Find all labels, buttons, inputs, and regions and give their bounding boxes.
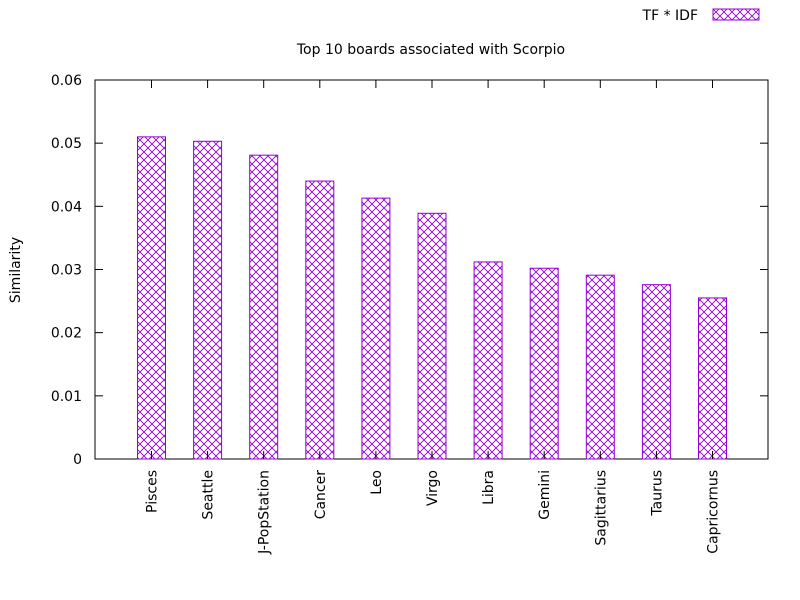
bar — [193, 140, 223, 460]
x-tick-label: Virgo — [425, 470, 441, 506]
y-tick-label: 0.01 — [51, 389, 82, 405]
bar — [641, 284, 671, 460]
x-tick-label: Gemini — [537, 470, 553, 520]
bar — [585, 274, 615, 460]
y-axis-ticks: 0 0.01 0.02 0.03 0.04 0.05 0.06 — [51, 73, 768, 468]
legend: TF * IDF — [642, 8, 760, 24]
x-tick-label: Capricornus — [706, 470, 722, 554]
bar — [417, 212, 447, 460]
x-tick-label: Cancer — [313, 470, 329, 520]
y-tick-label: 0.04 — [51, 199, 82, 215]
bars — [137, 80, 727, 460]
y-axis-label: Similarity — [8, 237, 24, 303]
bar — [361, 197, 391, 460]
y-tick-label: 0 — [73, 452, 82, 468]
y-tick-label: 0.03 — [51, 263, 82, 279]
chart-title: Top 10 boards associated with Scorpio — [296, 42, 565, 58]
bar — [473, 261, 503, 460]
x-tick-label: Taurus — [649, 470, 665, 517]
y-tick-label: 0.02 — [51, 326, 82, 342]
bar — [529, 267, 559, 460]
x-tick-label: Sagittarius — [593, 470, 609, 546]
x-axis-tick-labels: Pisces Seattle J-PopStation Cancer Leo Virgo L… — [145, 470, 722, 555]
y-tick-label: 0.05 — [51, 136, 82, 152]
y-tick-label: 0.06 — [51, 73, 82, 89]
bar — [249, 154, 279, 460]
bar — [137, 136, 166, 460]
bar — [305, 180, 335, 460]
legend-swatch — [712, 8, 760, 21]
x-tick-label: Leo — [369, 470, 385, 495]
x-tick-label: Seattle — [201, 470, 217, 520]
x-tick-label: Pisces — [145, 470, 161, 513]
legend-label: TF * IDF — [642, 8, 698, 24]
x-tick-label: Libra — [481, 470, 497, 505]
x-tick-label: J-PopStation — [257, 470, 273, 555]
bar — [698, 297, 727, 460]
